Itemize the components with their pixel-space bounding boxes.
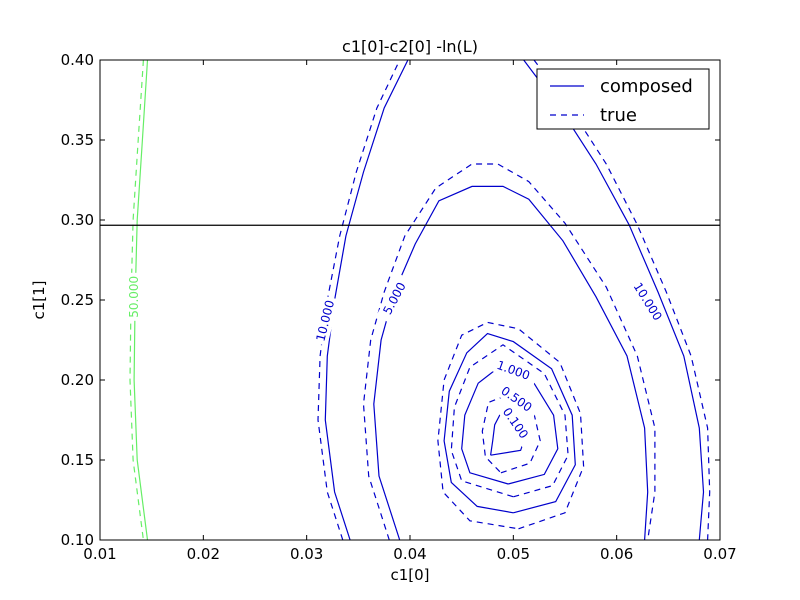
legend-label-composed: composed [600, 76, 693, 97]
contour-dashed-1 [450, 344, 569, 498]
contour-label-bg-2 [488, 354, 539, 387]
x-axis-ticks: 0.01 0.02 0.03 0.04 0.05 0.06 0.07 [83, 60, 737, 563]
x-tick-label-2: 0.03 [290, 545, 323, 563]
x-tick-label-0: 0.01 [83, 545, 116, 563]
y-tick-label-4: 0.30 [61, 211, 94, 229]
contour-label-bg-6 [126, 272, 143, 321]
x-axis-label: c1[0] [390, 566, 429, 584]
contour-dashed-2 [437, 321, 585, 530]
y-tick-label-1: 0.15 [61, 451, 94, 469]
contour-solid-2 [443, 332, 576, 514]
contour-dashed-3 [362, 163, 656, 540]
x-tick-label-4: 0.05 [497, 545, 530, 563]
y-axis-label: c1[1] [30, 280, 48, 319]
contour-dashed-6 [129, 60, 144, 540]
x-tick-label-6: 0.07 [703, 545, 736, 563]
y-tick-label-3: 0.25 [61, 291, 94, 309]
y-tick-label-5: 0.35 [61, 131, 94, 149]
x-tick-label-5: 0.06 [600, 545, 633, 563]
chart-title: c1[0]-c2[0] -ln(L) [342, 37, 478, 56]
contour-label-bg-4 [311, 295, 339, 347]
y-tick-label-6: 0.40 [61, 51, 94, 69]
y-axis-ticks: 0.10 0.15 0.20 0.25 0.30 0.35 0.40 [61, 51, 720, 549]
x-tick-label-3: 0.04 [393, 545, 426, 563]
legend-box [536, 68, 710, 130]
contour-label-bg-5 [628, 277, 668, 327]
contour-label-bg-3 [376, 273, 413, 324]
legend-label-true: true [600, 105, 637, 126]
y-tick-label-0: 0.10 [61, 531, 94, 549]
contour-solid-3 [373, 185, 649, 540]
x-tick-label-1: 0.02 [187, 545, 220, 563]
y-tick-label-2: 0.20 [61, 371, 94, 389]
legend: composed true [536, 68, 710, 130]
contour-label-6: 50.000 [127, 276, 141, 318]
contour-label-bg-1 [492, 378, 541, 420]
contour-label-bg-0 [495, 398, 536, 448]
